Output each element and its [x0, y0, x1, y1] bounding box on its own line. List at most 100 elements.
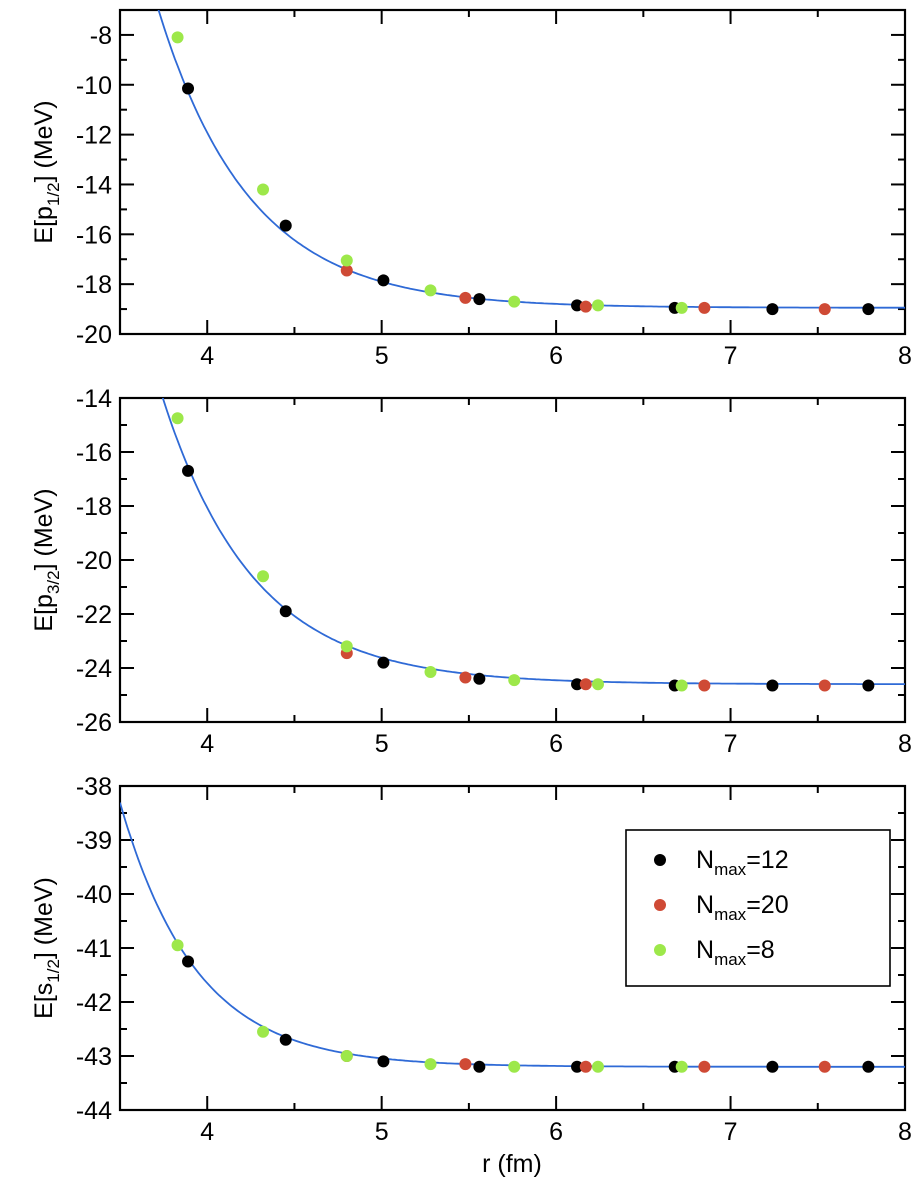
y-tick-label: -12 [76, 122, 112, 150]
y-tick-labels: -8 -10 -12 -14 -16 -18 -20 [76, 22, 112, 349]
point-nmax8 [675, 679, 688, 692]
point-nmax12 [473, 672, 486, 685]
x-tick-labels: 4 5 6 7 8 [200, 730, 912, 758]
point-nmax12 [766, 679, 779, 692]
data-points [171, 939, 875, 1073]
x-tick-label: 7 [724, 342, 738, 370]
panel-s12: -38 -39 -40 -41 -42 -43 -44 4 5 6 7 8 E[s1/2] (MeV… [30, 773, 912, 1146]
y-tick-label: -18 [76, 493, 112, 521]
y-tick-label: -18 [76, 271, 112, 299]
point-nmax8 [340, 1050, 353, 1062]
point-nmax8 [257, 183, 270, 196]
y-axis-label: E[p3/2] (MeV) [30, 488, 63, 631]
point-nmax12 [182, 464, 195, 477]
x-tick-labels: 4 5 6 7 8 [200, 342, 912, 370]
x-tick-labels: 4 5 6 7 8 [200, 1118, 912, 1146]
y-tick-label: -14 [76, 385, 112, 413]
legend-label: Nmax=20 [696, 891, 789, 924]
y-tick-label: -38 [76, 773, 112, 801]
x-tick-label: 5 [375, 730, 389, 758]
point-nmax20 [459, 671, 472, 684]
x-axis-label: r (fm) [482, 1150, 542, 1178]
y-tick-label: -41 [76, 935, 112, 963]
x-tick-label: 7 [724, 1118, 738, 1146]
point-nmax8 [508, 1060, 521, 1073]
x-tick-label: 4 [200, 342, 214, 370]
legend-label: Nmax=8 [696, 936, 775, 969]
point-nmax20 [579, 1060, 592, 1073]
point-nmax8 [257, 570, 270, 583]
point-nmax20 [818, 303, 831, 316]
x-tick-label: 4 [200, 730, 214, 758]
legend-box [625, 829, 891, 987]
y-tick-label: -16 [76, 221, 112, 249]
point-nmax12 [766, 303, 779, 316]
data-points [171, 412, 875, 692]
y-tick-label: -24 [76, 655, 112, 683]
x-tick-label: 8 [898, 342, 912, 370]
point-nmax12 [862, 303, 875, 316]
legend: Nmax=12 Nmax=20 Nmax=8 [625, 829, 891, 987]
legend-marker-nmax8 [654, 944, 666, 956]
point-nmax20 [698, 679, 711, 692]
point-nmax12 [279, 1033, 292, 1046]
y-tick-label: -43 [76, 1043, 112, 1071]
y-tick-label: -39 [76, 827, 112, 855]
y-axis-label: E[s1/2] (MeV) [30, 877, 63, 1019]
y-tick-label: -22 [76, 601, 112, 629]
point-nmax8 [675, 1060, 688, 1073]
x-tick-label: 7 [724, 730, 738, 758]
y-tick-label: -14 [76, 171, 112, 199]
x-tick-label: 8 [898, 730, 912, 758]
point-nmax20 [698, 1060, 711, 1073]
tick-marks [119, 9, 906, 335]
y-tick-label: -40 [76, 881, 112, 909]
point-nmax20 [459, 291, 472, 304]
point-nmax20 [340, 264, 353, 277]
plot-frame [118, 8, 907, 336]
y-tick-label: -42 [76, 989, 112, 1017]
y-tick-label: -44 [76, 1097, 112, 1125]
point-nmax12 [279, 219, 292, 232]
point-nmax8 [257, 1025, 270, 1038]
point-nmax20 [459, 1058, 472, 1071]
y-tick-label: -26 [76, 709, 112, 737]
fit-curve [157, 10, 905, 309]
point-nmax12 [571, 678, 584, 691]
legend-label: Nmax=12 [696, 846, 789, 879]
legend-marker-nmax20 [654, 899, 666, 911]
y-tick-label: -20 [76, 321, 112, 349]
point-nmax20 [818, 1060, 831, 1073]
point-nmax8 [591, 678, 604, 691]
y-tick-label: -10 [76, 72, 112, 100]
point-nmax8 [340, 254, 353, 267]
tick-marks [119, 785, 906, 1111]
y-axis-label: E[p1/2] (MeV) [30, 100, 63, 243]
legend-marker-nmax12 [654, 854, 666, 866]
point-nmax12 [473, 1060, 486, 1073]
plot-frame [118, 396, 907, 724]
point-nmax8 [591, 1060, 604, 1073]
point-nmax20 [818, 679, 831, 692]
point-nmax8 [508, 295, 521, 308]
point-nmax12 [182, 955, 195, 968]
data-points [171, 31, 875, 316]
x-tick-label: 8 [898, 1118, 912, 1146]
point-nmax12 [377, 656, 390, 669]
point-nmax8 [424, 666, 437, 679]
point-nmax8 [508, 674, 521, 687]
panel-p32: -14 -16 -18 -20 -22 -24 -26 4 5 6 7 8 E[p3/2] (MeV… [30, 385, 912, 758]
point-nmax12 [862, 679, 875, 692]
point-nmax12 [766, 1060, 779, 1073]
point-nmax8 [171, 31, 184, 44]
point-nmax20 [698, 301, 711, 314]
y-tick-label: -16 [76, 439, 112, 467]
point-nmax8 [171, 939, 184, 952]
point-nmax8 [424, 1058, 437, 1071]
point-nmax12 [182, 82, 195, 95]
x-tick-label: 6 [549, 730, 563, 758]
point-nmax8 [675, 301, 688, 314]
x-tick-label: 5 [375, 1118, 389, 1146]
x-tick-label: 5 [375, 342, 389, 370]
